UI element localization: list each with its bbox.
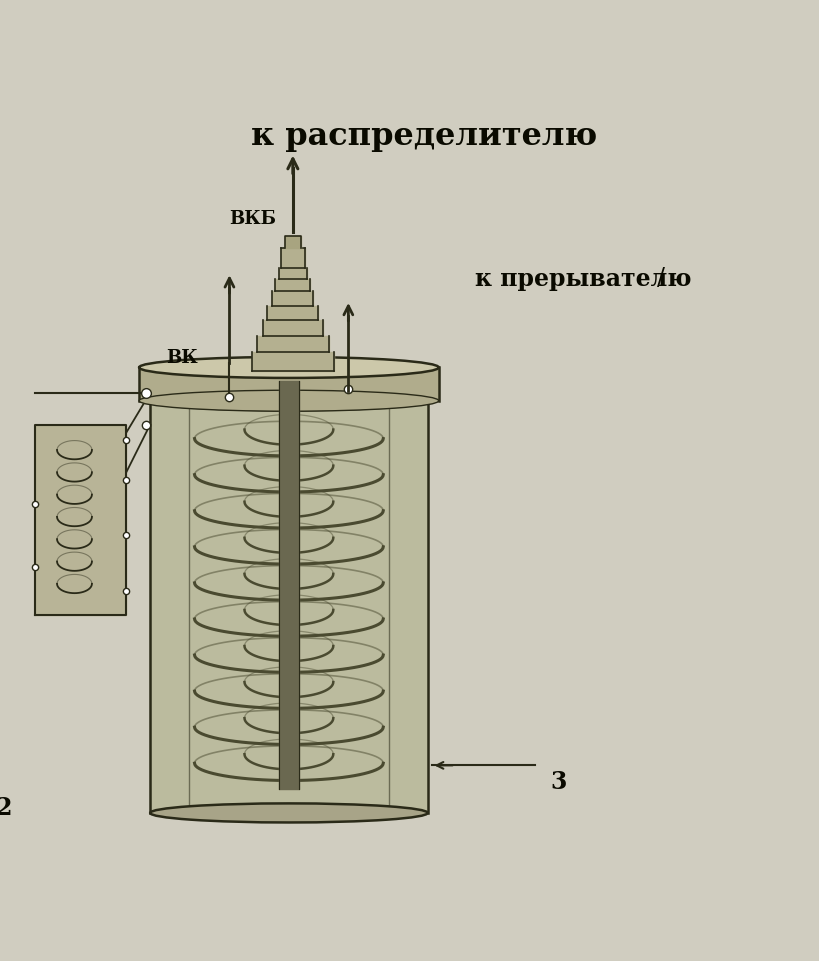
Text: 2: 2 (0, 795, 11, 819)
Ellipse shape (139, 357, 438, 379)
Ellipse shape (150, 392, 427, 411)
Text: к распределителю: к распределителю (251, 120, 596, 152)
Ellipse shape (150, 803, 427, 823)
Text: 3: 3 (550, 770, 566, 794)
Text: ВКБ: ВКБ (229, 210, 276, 228)
Text: ВК: ВК (165, 349, 197, 367)
Text: к прерывателю: к прерывателю (474, 266, 691, 290)
Ellipse shape (139, 391, 438, 412)
Text: /: / (657, 267, 665, 290)
